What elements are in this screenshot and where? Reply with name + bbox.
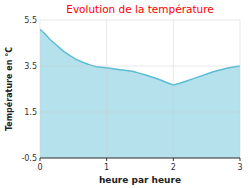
x-tick-label: 2 — [171, 163, 176, 172]
grid-line-y — [40, 112, 240, 113]
grid-line-y — [40, 66, 240, 67]
y-axis-label: Température en °C — [4, 47, 14, 131]
line — [40, 29, 240, 85]
x-tick — [40, 158, 41, 161]
x-axis-label: heure par heure — [99, 175, 181, 185]
title: Evolution de la température — [66, 3, 213, 15]
x-tick-label: 0 — [37, 163, 42, 172]
grid-line-y — [40, 158, 240, 159]
grid-line-y — [40, 20, 240, 21]
y-tick-label: 1.5 — [24, 108, 37, 117]
area — [40, 29, 240, 158]
x-tick — [106, 158, 107, 161]
data-group — [40, 29, 240, 158]
x-tick-label: 1 — [104, 163, 109, 172]
x-tick — [240, 158, 241, 161]
plot-background — [40, 20, 240, 158]
grid-line-x — [40, 20, 41, 158]
x-axis-line — [40, 158, 240, 159]
x-tick — [173, 158, 174, 161]
chart: 0 1 2 3 -0.5 1.5 3.5 5.5 Evolution de la tempéra… — [0, 0, 250, 188]
y-tick-label: -0.5 — [21, 154, 37, 163]
y-tick-label: 3.5 — [24, 62, 37, 71]
grid-line-x — [173, 20, 174, 158]
chart-container: 0 1 2 3 -0.5 1.5 3.5 5.5 Evolution de la tempéra… — [0, 0, 250, 188]
grid-line-x — [106, 20, 107, 158]
y-tick-label: 5.5 — [24, 16, 37, 25]
grid-line-x — [240, 20, 241, 158]
x-tick-label: 3 — [237, 163, 242, 172]
